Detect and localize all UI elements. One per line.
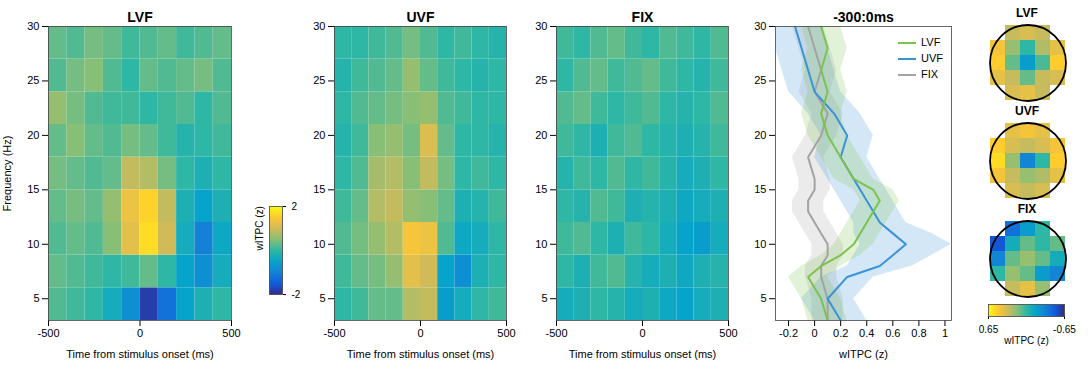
svg-text:25: 25	[313, 74, 325, 86]
svg-text:Frequency (Hz): Frequency (Hz)	[1, 136, 13, 212]
svg-text:10: 10	[754, 238, 766, 250]
svg-text:10: 10	[535, 238, 547, 250]
svg-text:0.8: 0.8	[911, 327, 926, 339]
svg-text:wITPC (z): wITPC (z)	[1003, 335, 1048, 346]
svg-text:30: 30	[754, 20, 766, 32]
svg-text:25: 25	[27, 74, 39, 86]
html-text:UVF: UVF	[921, 52, 943, 64]
svg-text:wITPC (z): wITPC (z)	[838, 348, 888, 360]
svg-text:5: 5	[33, 292, 39, 304]
svg-text:1: 1	[942, 327, 948, 339]
html-text:FIX: FIX	[921, 68, 939, 80]
svg-text:20: 20	[27, 129, 39, 141]
svg-text:15: 15	[535, 183, 547, 195]
svg-text:UVF: UVF	[407, 9, 435, 25]
svg-text:500: 500	[222, 327, 240, 339]
svg-text:15: 15	[27, 183, 39, 195]
svg-text:30: 30	[313, 20, 325, 32]
svg-text:-500: -500	[545, 327, 567, 339]
svg-text:5: 5	[319, 292, 325, 304]
svg-text:30: 30	[27, 20, 39, 32]
html-text:LVF: LVF	[921, 36, 941, 48]
svg-text:20: 20	[313, 129, 325, 141]
svg-text:-0.65: -0.65	[1053, 324, 1076, 335]
svg-text:0: 0	[137, 327, 143, 339]
svg-text:15: 15	[754, 183, 766, 195]
svg-text:LVF: LVF	[127, 9, 153, 25]
html-text:LVF: LVF	[1016, 6, 1038, 20]
html-text:UVF: UVF	[1015, 104, 1039, 118]
svg-text:500: 500	[497, 327, 515, 339]
svg-text:10: 10	[27, 238, 39, 250]
svg-text:0.4: 0.4	[859, 327, 874, 339]
svg-text:0.6: 0.6	[885, 327, 900, 339]
svg-text:Time from stimulus onset (ms): Time from stimulus onset (ms)	[569, 348, 717, 360]
svg-text:30: 30	[535, 20, 547, 32]
svg-text:0.65: 0.65	[979, 324, 999, 335]
svg-text:0.2: 0.2	[833, 327, 848, 339]
svg-text:10: 10	[313, 238, 325, 250]
svg-text:2: 2	[292, 201, 298, 212]
svg-text:20: 20	[535, 129, 547, 141]
svg-text:0: 0	[812, 327, 818, 339]
svg-text:-0.2: -0.2	[779, 327, 798, 339]
svg-text:-500: -500	[323, 327, 345, 339]
svg-text:-500: -500	[37, 327, 59, 339]
svg-text:-2: -2	[292, 289, 301, 300]
svg-text:0: 0	[417, 327, 423, 339]
svg-text:Time from stimulus onset (ms): Time from stimulus onset (ms)	[66, 348, 214, 360]
svg-text:5: 5	[541, 292, 547, 304]
svg-text:5: 5	[760, 292, 766, 304]
svg-text:20: 20	[754, 129, 766, 141]
svg-text:25: 25	[754, 74, 766, 86]
svg-text:25: 25	[535, 74, 547, 86]
svg-text:15: 15	[313, 183, 325, 195]
svg-text:FIX: FIX	[632, 9, 654, 25]
svg-text:500: 500	[719, 327, 737, 339]
svg-text:wITPC (z): wITPC (z)	[254, 206, 265, 251]
svg-text:-300:0ms: -300:0ms	[833, 9, 894, 25]
svg-text:0: 0	[639, 327, 645, 339]
html-text:FIX: FIX	[1017, 202, 1037, 216]
svg-text:Time from stimulus onset (ms): Time from stimulus onset (ms)	[347, 348, 495, 360]
